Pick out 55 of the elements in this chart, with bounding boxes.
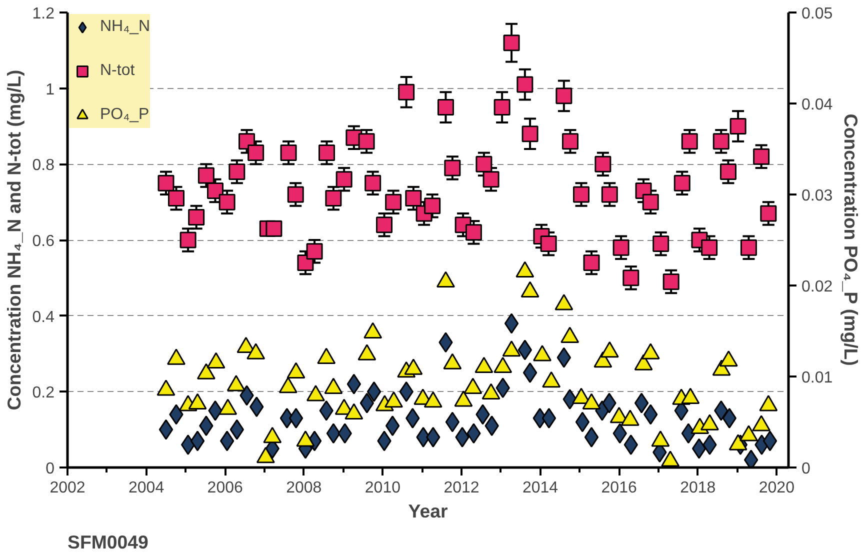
- point: [504, 313, 519, 334]
- point: [445, 412, 460, 432]
- legend-label: N-tot: [100, 62, 135, 80]
- y2-tick-label: 0.02: [802, 278, 833, 296]
- x-tick-label: 2012: [444, 480, 480, 496]
- x-tick-label: 2006: [207, 480, 243, 496]
- point: [180, 434, 196, 455]
- text: SFM0049: [68, 532, 148, 552]
- y-tick-label: 0.6: [32, 233, 55, 250]
- point: [346, 374, 362, 394]
- y2-tick-label: 0.01: [802, 370, 833, 386]
- x-tick-label: 2014: [522, 480, 558, 496]
- point: [190, 430, 205, 452]
- legend-label: PO₄_P: [100, 106, 150, 124]
- point: [762, 430, 778, 452]
- point: [220, 430, 234, 452]
- x-tick-label: 2004: [128, 480, 164, 496]
- y2-tick-label: 0: [802, 460, 810, 478]
- legend-label: NH₄_N: [100, 18, 150, 36]
- point: [744, 450, 758, 468]
- point: [518, 340, 532, 360]
- y2-tick-label: 0.05: [802, 6, 833, 22]
- point: [288, 408, 304, 428]
- x-tick-label: 2002: [50, 480, 86, 496]
- y-tick-label: 0: [46, 460, 55, 478]
- point: [366, 381, 382, 402]
- point: [542, 408, 556, 428]
- point: [575, 412, 590, 432]
- x-tick-label: 2020: [758, 480, 795, 496]
- y-tick-label: 0.4: [32, 308, 55, 326]
- point: [158, 419, 174, 440]
- y2-tick-label: 0.04: [802, 96, 833, 114]
- point: [584, 426, 599, 448]
- x-axis-title: Year: [408, 500, 448, 522]
- point: [702, 434, 717, 455]
- y2-tick-label: 0.03: [802, 188, 833, 204]
- point: [692, 438, 706, 459]
- point: [634, 392, 649, 414]
- x-tick-label: 2018: [680, 480, 716, 496]
- point: [522, 362, 538, 383]
- y-tick-label: 1: [46, 81, 55, 98]
- y-tick-label: 1.2: [32, 6, 55, 22]
- point: [556, 347, 572, 368]
- x-tick-label: 2008: [286, 480, 322, 496]
- y-tick-label: 0.2: [32, 384, 55, 402]
- x-tick-label: 2010: [364, 480, 401, 496]
- y-tick-label: 0.8: [32, 157, 55, 174]
- y-axis-title: Concentration NH₄_N and N-tot (mg/L): [3, 70, 24, 410]
- point: [385, 416, 400, 436]
- x-tick-label: 2016: [601, 480, 637, 496]
- point: [326, 423, 341, 444]
- point: [360, 392, 374, 414]
- y2-axis-title: Concentration PO₄_P (mg/L): [840, 114, 862, 366]
- point: [681, 423, 696, 444]
- point: [624, 434, 638, 455]
